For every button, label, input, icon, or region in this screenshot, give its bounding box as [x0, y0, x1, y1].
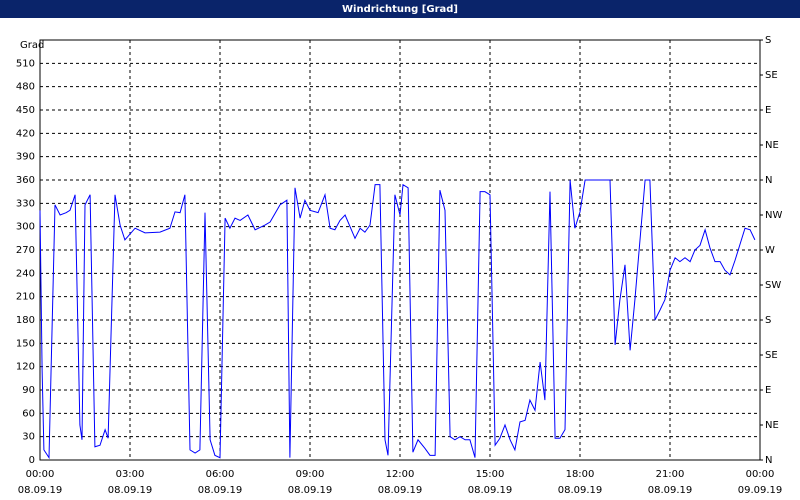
y2-tick-label: S: [765, 35, 771, 46]
y2-tick-label: N: [765, 455, 772, 466]
y-tick-label: 270: [16, 245, 35, 256]
x-tick-label: 06:00: [206, 469, 235, 480]
y-tick-label: 510: [16, 58, 35, 69]
y2-tick-label: NE: [765, 420, 779, 431]
y-tick-label: 150: [16, 338, 35, 349]
y2-tick-label: S: [765, 315, 771, 326]
y-tick-label: 0: [29, 455, 35, 466]
x-tick-label: 18:00: [566, 469, 595, 480]
y-tick-label: 60: [22, 408, 35, 419]
data-line: [39, 179, 756, 460]
y-tick-label: 120: [16, 362, 35, 373]
title-bar: [0, 0, 800, 18]
y2-tick-label: W: [765, 245, 775, 256]
x-tick-date: 08.09.19: [648, 485, 693, 496]
x-tick-label: 00:00: [26, 469, 55, 480]
y2-tick-label: NW: [765, 210, 782, 221]
y-tick-label: 450: [16, 105, 35, 116]
y-tick-label: 180: [16, 315, 35, 326]
x-tick-date: 08.09.19: [108, 485, 153, 496]
x-tick-date: 08.09.19: [198, 485, 243, 496]
y2-tick-label: E: [765, 385, 771, 396]
y-tick-label: 300: [16, 222, 35, 233]
y2-tick-label: E: [765, 105, 771, 116]
y-tick-label: 390: [16, 152, 35, 163]
y-tick-label: 360: [16, 175, 35, 186]
y2-tick-label: SE: [765, 350, 778, 361]
y-tick-label: 30: [22, 432, 35, 443]
y-tick-label: 210: [16, 292, 35, 303]
y-tick-label: 420: [16, 128, 35, 139]
x-tick-date: 08.09.19: [288, 485, 333, 496]
x-tick-label: 03:00: [116, 469, 145, 480]
x-tick-label: 15:00: [476, 469, 505, 480]
x-tick-label: 21:00: [656, 469, 685, 480]
y2-tick-label: NE: [765, 140, 779, 151]
x-tick-label: 00:00: [746, 469, 775, 480]
y-tick-label: 480: [16, 82, 35, 93]
chart-title: Windrichtung [Grad]: [342, 4, 458, 15]
y-tick-label: 330: [16, 198, 35, 209]
x-tick-date: 08.09.19: [468, 485, 513, 496]
x-tick-date: 08.09.19: [378, 485, 423, 496]
y-axis-label: Grad: [20, 40, 44, 51]
y2-tick-label: SE: [765, 70, 778, 81]
x-tick-label: 09:00: [296, 469, 325, 480]
x-tick-date: 08.09.19: [558, 485, 603, 496]
x-tick-label: 12:00: [386, 469, 415, 480]
x-tick-date: 08.09.19: [18, 485, 63, 496]
y2-tick-label: SW: [765, 280, 781, 291]
y-tick-label: 240: [16, 268, 35, 279]
x-tick-date: 09.09.19: [738, 485, 783, 496]
y2-tick-label: N: [765, 175, 772, 186]
y-tick-label: 90: [22, 385, 35, 396]
